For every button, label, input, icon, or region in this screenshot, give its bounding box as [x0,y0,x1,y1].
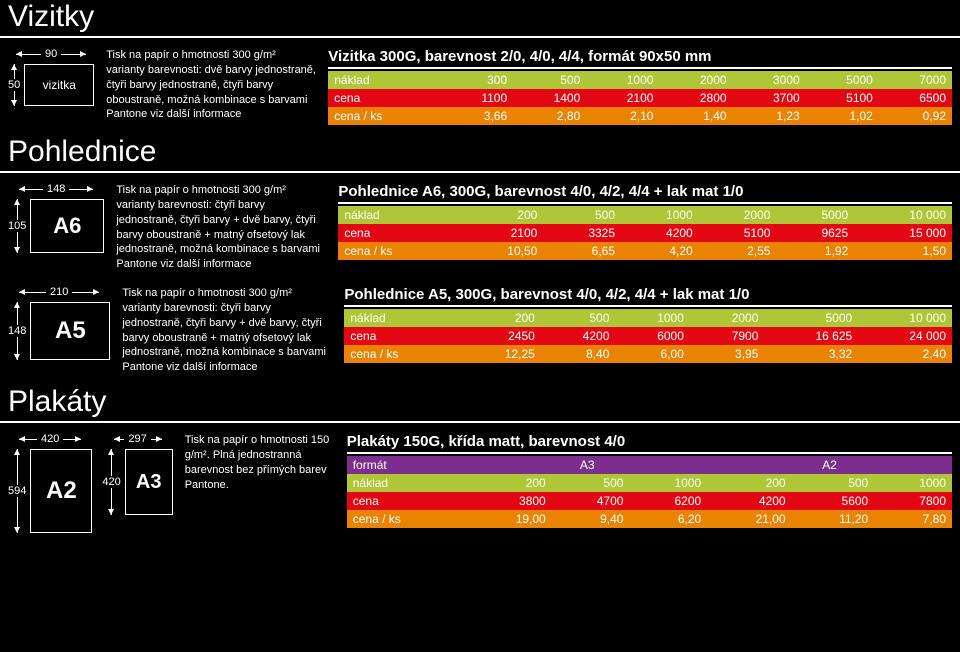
row-pohlednice-a6: 148 105 A6 Tisk na papír o hmotnosti 300… [0,179,960,282]
row-cena: cena245042006000790016 62524 000 [344,327,952,345]
table-vizitka: Vizitka 300G, barevnost 2/0, 4/0, 4/4, f… [328,48,952,125]
diagram-a2: 420 594 A2 [8,433,92,533]
section-title-vizitky: Vizitky [0,0,960,38]
dim-h: 50 [8,79,20,91]
row-cenaks: cena / ks3,662,802,101,401,231,020,92 [328,107,952,125]
row-cena: cena380047006200420056007800 [347,492,952,510]
row-pohlednice-a5: 210 148 A5 Tisk na papír o hmotnosti 300… [0,282,960,385]
dim-h: 148 [8,325,26,337]
dim-w: 90 [45,48,57,60]
row-vizitky: 90 50 vizitka Tisk na papír o hmotnosti … [0,44,960,135]
diagram-a5: 210 148 A5 [8,286,110,360]
row-cenaks: cena / ks19,009,406,2021,0011,207,80 [347,510,952,528]
row-cena: cena1100140021002800370051006500 [328,89,952,107]
table-title: Vizitka 300G, barevnost 2/0, 4/0, 4/4, f… [328,48,952,69]
row-naklad: náklad20050010002000500010 000 [338,206,952,224]
shape-vizitka: vizitka [24,64,94,106]
section-title-plakaty: Plakáty [0,385,960,423]
dim-w: 297 [128,433,146,445]
row-cenaks: cena / ks12,258,406,003,953,322,40 [344,345,952,363]
table-title: Pohlednice A5, 300G, barevnost 4/0, 4/2,… [344,286,952,307]
table-a5: Pohlednice A5, 300G, barevnost 4/0, 4/2,… [344,286,952,363]
row-naklad: náklad20050010002005001000 [347,474,952,492]
row-naklad: náklad30050010002000300050007000 [328,71,952,89]
table-title: Pohlednice A6, 300G, barevnost 4/0, 4/2,… [338,183,952,204]
desc-a6: Tisk na papír o hmotnosti 300 g/m² varia… [116,183,326,272]
section-title-pohlednice: Pohlednice [0,135,960,173]
row-format: formátA3A2 [347,456,952,474]
shape-a6: A6 [30,199,104,253]
diagram-a3: 297 420 A3 [102,433,172,515]
dim-h: 420 [102,476,120,488]
dim-w: 148 [47,183,65,195]
dim-h: 105 [8,220,26,232]
row-cenaks: cena / ks10,506,654,202,551,921,50 [338,242,952,260]
shape-a3: A3 [125,449,173,515]
diagram-vizitka: 90 50 vizitka [8,48,94,106]
shape-a2: A2 [30,449,92,533]
table-title: Plakáty 150G, křída matt, barevnost 4/0 [347,433,952,454]
dim-w: 420 [41,433,59,445]
row-cena: cena2100332542005100962515 000 [338,224,952,242]
dim-w: 210 [50,286,68,298]
table-plakaty: Plakáty 150G, křída matt, barevnost 4/0 … [347,433,952,528]
row-plakaty: 420 594 A2 297 420 A3 Tisk na papír o hm… [0,429,960,543]
dim-h: 594 [8,485,26,497]
table-a6: Pohlednice A6, 300G, barevnost 4/0, 4/2,… [338,183,952,260]
shape-a5: A5 [30,302,110,360]
desc-a5: Tisk na papír o hmotnosti 300 g/m² varia… [122,286,332,375]
diagram-a6: 148 105 A6 [8,183,104,253]
desc-plakaty: Tisk na papír o hmotnosti 150 g/m². Plná… [185,433,335,492]
row-naklad: náklad20050010002000500010 000 [344,309,952,327]
desc-vizitka: Tisk na papír o hmotnosti 300 g/m² varia… [106,48,316,122]
